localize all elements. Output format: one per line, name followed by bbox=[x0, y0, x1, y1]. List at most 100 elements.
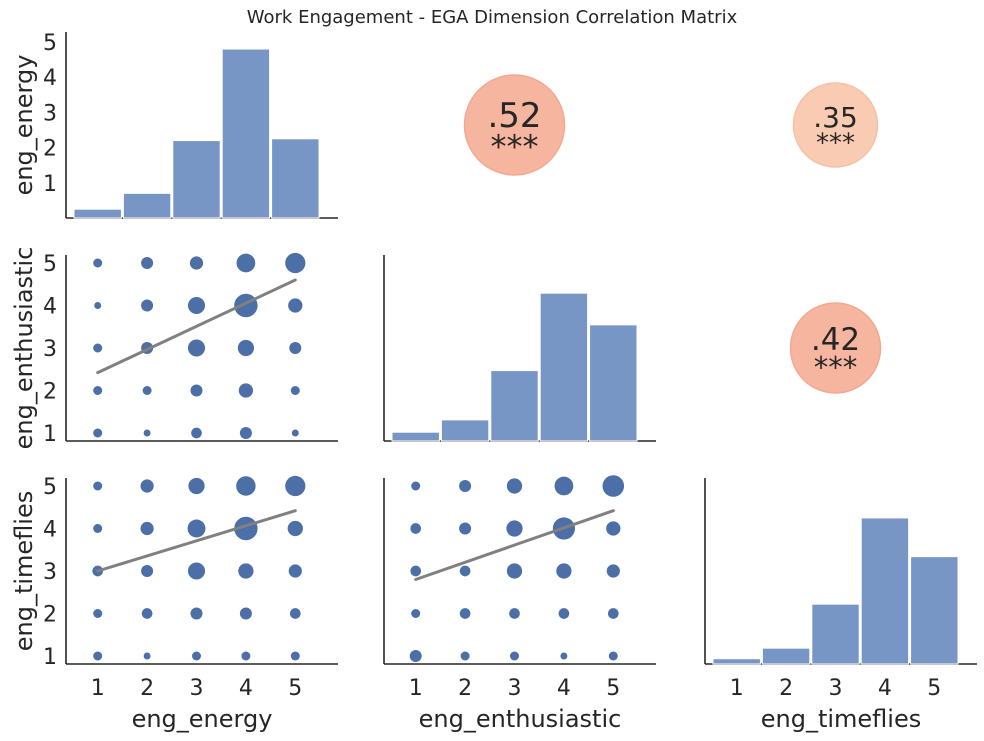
y-tick-label: 1 bbox=[43, 422, 57, 447]
x-tick-label: 1 bbox=[730, 676, 744, 701]
scatter-point bbox=[140, 521, 154, 536]
y-tick-label: 4 bbox=[43, 518, 57, 543]
x-tick-label: 3 bbox=[508, 676, 522, 701]
y-axis-label: eng_timeflies bbox=[10, 491, 38, 652]
y-tick-label: 2 bbox=[43, 137, 57, 162]
histogram-bar bbox=[539, 292, 589, 442]
x-tick-label: 5 bbox=[606, 676, 620, 701]
y-tick-label: 4 bbox=[43, 66, 57, 91]
y-tick-label: 2 bbox=[43, 603, 57, 628]
scatter-point bbox=[189, 256, 204, 270]
scatter-point bbox=[288, 298, 303, 313]
y-tick-label: 2 bbox=[43, 380, 57, 405]
scatter-point bbox=[459, 608, 471, 619]
scatter-point bbox=[191, 651, 202, 661]
scatter-point bbox=[191, 427, 202, 439]
y-tick-label: 3 bbox=[43, 560, 57, 585]
scatter-point bbox=[285, 252, 306, 274]
correlation-bubble bbox=[789, 302, 882, 394]
histogram-bar bbox=[761, 647, 811, 665]
scatter-point bbox=[290, 651, 300, 661]
scatter-point bbox=[289, 342, 302, 354]
scatter-point bbox=[188, 477, 205, 495]
scatter-point bbox=[459, 565, 471, 577]
scatter-point bbox=[187, 519, 206, 538]
scatter-point bbox=[558, 608, 570, 619]
x-axis-label: eng_enthusiastic bbox=[419, 705, 622, 733]
histogram-bar bbox=[122, 192, 172, 219]
scatter-point bbox=[411, 608, 421, 619]
scatter-point bbox=[236, 476, 256, 496]
chart-title: Work Engagement - EGA Dimension Correlat… bbox=[246, 7, 738, 28]
scatter-point bbox=[509, 651, 520, 661]
scatter-point bbox=[506, 563, 523, 579]
correlation-value: .35 bbox=[813, 101, 858, 134]
histogram-bar bbox=[271, 138, 320, 219]
scatter-point bbox=[140, 479, 154, 493]
x-tick-label: 4 bbox=[878, 676, 892, 701]
y-tick-label: 5 bbox=[43, 475, 57, 500]
scatter-point bbox=[241, 651, 251, 661]
y-tick-label: 3 bbox=[43, 101, 57, 126]
histogram-bar bbox=[172, 140, 221, 219]
scatter-point bbox=[141, 257, 154, 269]
histogram-bar bbox=[712, 658, 761, 665]
scatter-point bbox=[187, 296, 206, 315]
regression-line bbox=[96, 509, 297, 573]
scatter-point bbox=[93, 385, 103, 396]
scatter-point bbox=[239, 607, 252, 620]
scatter-point bbox=[141, 565, 154, 577]
scatter-point bbox=[556, 563, 572, 579]
scatter-point bbox=[187, 339, 206, 357]
scatter-point bbox=[606, 521, 621, 536]
scatter-point bbox=[93, 651, 103, 661]
scatter-point bbox=[607, 608, 619, 619]
scatter-point bbox=[509, 608, 520, 619]
scatter-point bbox=[290, 385, 300, 396]
significance-stars: *** bbox=[816, 129, 855, 159]
scatter-point bbox=[506, 520, 523, 537]
histogram-bar bbox=[221, 48, 271, 219]
scatter-point bbox=[239, 427, 252, 439]
scatter-point bbox=[459, 480, 472, 492]
scatter-point bbox=[410, 565, 422, 577]
x-tick-label: 2 bbox=[140, 676, 154, 701]
scatter-point bbox=[93, 258, 103, 268]
y-tick-label: 1 bbox=[43, 172, 57, 197]
scatter-point bbox=[190, 384, 203, 397]
scatter-point bbox=[141, 299, 154, 312]
scatter-point bbox=[410, 523, 422, 534]
histogram-bar bbox=[490, 370, 539, 442]
y-tick-label: 4 bbox=[43, 295, 57, 320]
scatter-point bbox=[506, 478, 523, 494]
correlation-bubble bbox=[792, 82, 879, 168]
scatter-point bbox=[143, 429, 151, 437]
correlation-value: .52 bbox=[487, 96, 541, 136]
scatter-point bbox=[460, 651, 470, 661]
histogram-bar bbox=[440, 419, 490, 442]
scatter-point bbox=[291, 429, 299, 437]
scatter-point bbox=[143, 652, 151, 660]
histogram-bar bbox=[589, 324, 638, 442]
x-tick-label: 2 bbox=[458, 676, 472, 701]
scatter-point bbox=[409, 650, 422, 662]
scatter-point bbox=[560, 652, 568, 660]
y-tick-label: 1 bbox=[43, 645, 57, 670]
x-axis-label: eng_timeflies bbox=[761, 705, 922, 733]
scatter-point bbox=[411, 481, 421, 491]
histogram-bar bbox=[860, 517, 910, 665]
y-axis-label: eng_enthusiastic bbox=[10, 247, 38, 450]
scatter-point bbox=[238, 563, 254, 579]
x-tick-label: 3 bbox=[190, 676, 204, 701]
significance-stars: *** bbox=[491, 127, 539, 165]
scatter-point bbox=[554, 476, 574, 496]
x-axis-label: eng_energy bbox=[132, 705, 273, 733]
y-tick-label: 5 bbox=[43, 31, 57, 56]
scatter-point bbox=[608, 651, 618, 661]
regression-line bbox=[414, 509, 615, 581]
regression-line bbox=[96, 278, 297, 375]
significance-stars: *** bbox=[814, 350, 858, 384]
scatter-point bbox=[288, 564, 302, 578]
scatter-point bbox=[602, 475, 625, 497]
